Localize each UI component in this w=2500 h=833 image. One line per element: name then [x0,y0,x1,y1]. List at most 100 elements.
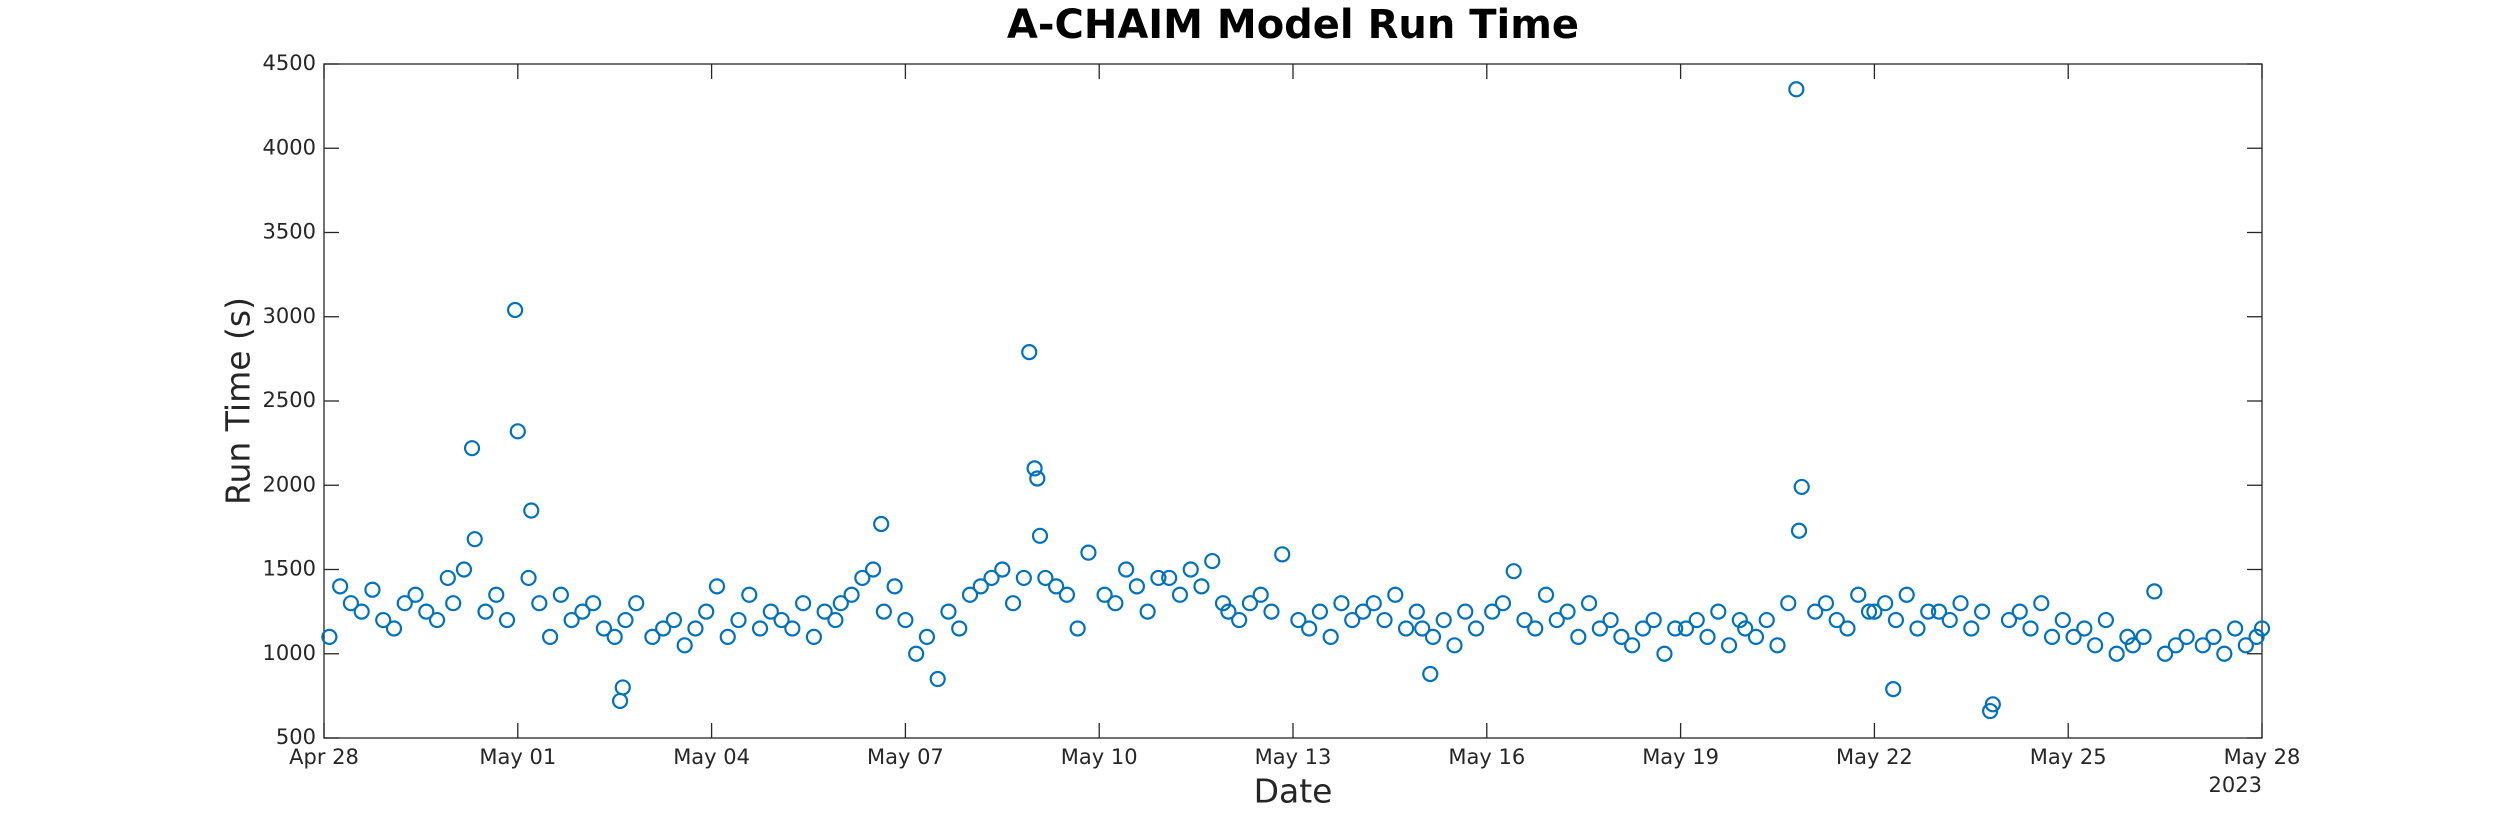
point [1624,637,1641,654]
point [994,561,1011,578]
point [1769,637,1786,654]
x-tick-label: May 19 [1642,745,1719,769]
y-tick-label: 2500 [263,388,316,412]
point [375,611,392,629]
point [1026,460,1043,477]
point [1414,620,1431,637]
point [1241,595,1259,612]
point [1301,620,1318,637]
point [1048,578,1065,595]
point [1527,620,1544,637]
point [2054,611,2071,629]
point [1435,611,1452,629]
point [1214,595,1232,612]
point [1058,586,1076,603]
y-tick-label: 1000 [263,641,316,665]
point [1037,569,1054,587]
point [795,595,812,612]
point [1839,620,1856,637]
x-year-label: 2023 [2209,773,2262,797]
point [730,611,747,629]
point [708,578,726,595]
point [1720,637,1738,654]
point [1139,603,1156,620]
point [1457,603,1474,620]
point [1446,637,1463,654]
point [665,611,683,629]
point [1909,620,1926,637]
point [1029,470,1046,487]
point [886,578,903,595]
point [1688,611,1705,629]
point [342,595,360,612]
point [1780,595,1797,612]
point [1656,645,1673,662]
point [1015,569,1032,587]
x-tick-label: May 25 [2030,745,2107,769]
point [2011,603,2028,620]
point [606,628,623,646]
point [332,578,349,595]
point [1484,603,1501,620]
point [531,595,548,612]
x-tick-label: May 07 [867,745,944,769]
point [2000,611,2018,629]
point [2216,645,2233,662]
point [2226,620,2244,637]
point [873,515,890,533]
point [1602,611,1619,629]
point [2178,628,2195,646]
point [1263,603,1280,620]
point [929,670,946,688]
point [1344,611,1361,629]
point [1634,620,1652,637]
point [762,603,779,620]
y-tick-label: 3000 [263,304,316,328]
point [1333,595,1350,612]
point [1387,586,1404,603]
point [1505,563,1522,580]
point [2033,595,2050,612]
point [455,561,473,578]
point [1069,620,1086,637]
point [875,603,892,620]
y-tick-label: 4500 [263,51,316,75]
point [1737,620,1754,637]
point [466,531,483,548]
point [428,611,446,629]
point [1424,628,1442,646]
point [407,586,424,603]
point [1354,603,1372,620]
point [439,569,456,587]
point [2097,611,2114,629]
point [2119,628,2136,646]
point [961,586,979,603]
point [1828,611,1845,629]
point [1290,611,1307,629]
point [396,595,413,612]
point [827,611,844,629]
y-tick-label: 4000 [263,135,316,159]
point [1021,344,1038,361]
point [1984,696,2001,713]
point [2124,637,2141,654]
point [1963,620,1980,637]
point [940,603,957,620]
point [687,620,704,637]
point [445,595,462,612]
point [1866,603,1883,620]
point [1128,578,1145,595]
point [1220,603,1237,620]
point [655,620,672,637]
point [719,628,736,646]
point [1677,620,1695,637]
point [676,637,693,654]
point [1161,569,1178,587]
point [908,645,925,662]
point [1031,527,1049,544]
point [2135,628,2152,646]
x-tick-label: May 13 [1255,745,1332,769]
point [897,611,914,629]
x-tick-label: May 04 [673,745,750,769]
point [2022,620,2039,637]
